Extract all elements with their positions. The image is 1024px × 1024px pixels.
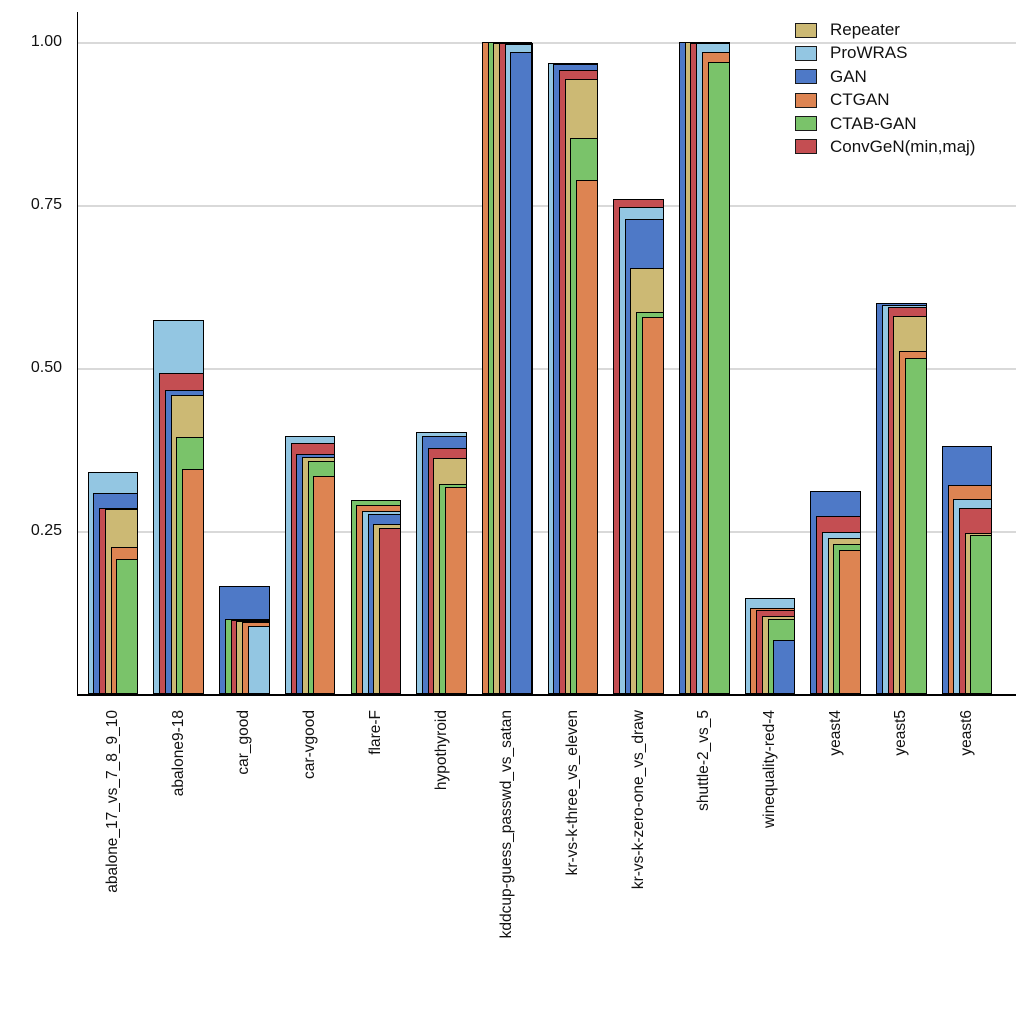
legend-item: Repeater bbox=[795, 20, 975, 40]
legend-swatch bbox=[795, 22, 817, 38]
y-tick-label: 1.00 bbox=[30, 33, 62, 50]
x-category-label: kr-vs-k-zero-one_vs_draw bbox=[629, 710, 647, 890]
legend-swatch bbox=[795, 92, 817, 108]
legend-item: CTAB-GAN bbox=[795, 114, 975, 134]
x-category-label: car_good bbox=[235, 710, 253, 775]
bar bbox=[181, 469, 204, 694]
legend-item: ConvGeN(min,maj) bbox=[795, 137, 975, 157]
legend-item: CTGAN bbox=[795, 90, 975, 110]
x-category-label: yeast5 bbox=[892, 710, 910, 756]
bar bbox=[970, 534, 993, 694]
legend-label: Repeater bbox=[830, 20, 900, 39]
legend-item: ProWRAS bbox=[795, 43, 975, 63]
bar bbox=[773, 639, 796, 694]
legend-label: ConvGeN(min,maj) bbox=[830, 136, 976, 156]
bar bbox=[247, 625, 270, 694]
x-axis-line bbox=[76, 694, 1016, 696]
legend-item: GAN bbox=[795, 67, 975, 87]
legend: Repeater ProWRAS GAN CTGAN CTAB-GAN ConvGeN(m… bbox=[795, 20, 975, 160]
x-category-label: yeast4 bbox=[826, 710, 844, 756]
legend-label: GAN bbox=[830, 66, 867, 86]
legend-label: CTGAN bbox=[830, 90, 890, 110]
legend-swatch bbox=[795, 45, 817, 61]
bar bbox=[510, 51, 533, 694]
gridline bbox=[78, 368, 1016, 370]
legend-label: ProWRAS bbox=[830, 43, 908, 63]
x-category-label: kddcup-guess_passwd_vs_satan bbox=[498, 710, 516, 939]
bar bbox=[576, 180, 599, 694]
bar bbox=[904, 358, 927, 694]
bar bbox=[116, 559, 139, 694]
bar bbox=[707, 61, 730, 694]
bar bbox=[379, 527, 402, 694]
bar bbox=[641, 317, 664, 694]
x-category-label: flare-F bbox=[366, 710, 384, 755]
x-category-label: car-vgood bbox=[301, 710, 319, 779]
bar bbox=[313, 476, 336, 694]
x-category-label: abalone_17_vs_7_8_9_10 bbox=[104, 710, 121, 893]
y-tick-label: 0.75 bbox=[30, 196, 62, 213]
gridline bbox=[78, 205, 1016, 207]
x-category-label: shuttle-2_vs_5 bbox=[695, 710, 713, 811]
x-category-label: yeast6 bbox=[958, 710, 976, 756]
bar bbox=[838, 549, 861, 694]
bar bbox=[444, 486, 467, 694]
y-axis-line bbox=[76, 12, 78, 694]
legend-swatch bbox=[795, 139, 817, 155]
gridline bbox=[78, 42, 1016, 44]
gridline bbox=[78, 531, 1016, 533]
y-tick-label: 0.25 bbox=[30, 522, 62, 539]
x-category-label: hypothyroid bbox=[432, 710, 450, 791]
x-category-label: kr-vs-k-three_vs_eleven bbox=[563, 710, 581, 876]
y-tick-label: 0.50 bbox=[30, 359, 62, 376]
legend-swatch bbox=[795, 116, 817, 132]
x-category-label: abalone9-18 bbox=[169, 710, 187, 797]
legend-swatch bbox=[795, 69, 817, 85]
x-category-label: winequality-red-4 bbox=[761, 710, 778, 829]
legend-label: CTAB-GAN bbox=[830, 113, 917, 133]
